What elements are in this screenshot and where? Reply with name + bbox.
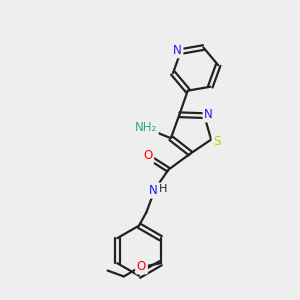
Text: O: O bbox=[137, 260, 146, 273]
Text: S: S bbox=[213, 135, 221, 148]
Text: N: N bbox=[149, 184, 158, 197]
Text: N: N bbox=[173, 44, 182, 57]
Text: N: N bbox=[204, 108, 213, 121]
Text: NH₂: NH₂ bbox=[135, 122, 157, 134]
Text: O: O bbox=[143, 149, 152, 162]
Text: H: H bbox=[159, 184, 168, 194]
